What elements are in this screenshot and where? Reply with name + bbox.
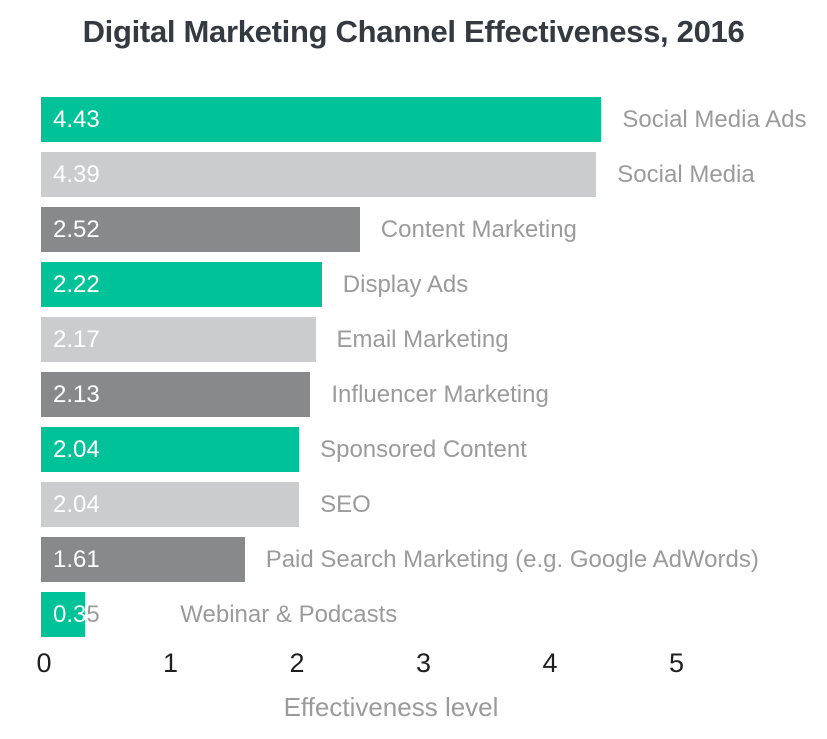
bar-category-label: Email Marketing bbox=[336, 325, 509, 353]
x-tick: 5 bbox=[668, 648, 685, 678]
bar-row: 2.52 Content Marketing bbox=[41, 207, 827, 252]
bar-value-label: 2.13 bbox=[53, 380, 100, 408]
bar-value-label: 4.39 bbox=[53, 160, 100, 188]
bar-value-label: 1.61 bbox=[53, 545, 100, 573]
bar bbox=[41, 152, 597, 197]
bar-value-label: 2.52 bbox=[53, 215, 100, 243]
bar-row: 1.61 Paid Search Marketing (e.g. Google A… bbox=[41, 537, 827, 582]
bar-row: 2.13 Influencer Marketing bbox=[41, 372, 827, 417]
bar bbox=[41, 262, 322, 307]
bar-value-label: 2.22 bbox=[53, 270, 100, 298]
x-tick: 2 bbox=[289, 648, 305, 678]
x-tick: 3 bbox=[415, 648, 432, 678]
bar-row: 2.22 Display Ads bbox=[41, 262, 827, 307]
bars-area: 4.43 Social Media Ads 4.39 Social Media 2.52… bbox=[41, 97, 827, 647]
x-axis: 0 1 2 3 4 5 bbox=[36, 648, 827, 678]
bar-row: 2.17 Email Marketing bbox=[41, 317, 827, 362]
x-tick: 4 bbox=[542, 648, 558, 678]
bar bbox=[41, 427, 300, 472]
bar bbox=[41, 482, 300, 527]
bar-value-label: 4.43 bbox=[53, 105, 100, 133]
bar-value-label: 2.04 bbox=[53, 490, 100, 518]
bar-value-label: 2.17 bbox=[53, 325, 100, 353]
bar-category-label: Content Marketing bbox=[380, 215, 577, 243]
bar-category-label: Display Ads bbox=[342, 270, 469, 298]
bar bbox=[41, 592, 86, 637]
bar-category-label: SEO bbox=[320, 490, 371, 518]
bar-category-label: Sponsored Content bbox=[320, 435, 527, 463]
bar bbox=[41, 97, 602, 142]
bar-value-label: 0.35 bbox=[53, 600, 100, 628]
bar-category-label: Paid Search Marketing (e.g. Google AdWor… bbox=[265, 545, 759, 573]
bar-category-label: Social Media Ads bbox=[622, 105, 807, 133]
x-tick: 1 bbox=[162, 648, 179, 678]
bar-row: 2.04 Sponsored Content bbox=[41, 427, 827, 472]
x-tick: 0 bbox=[36, 648, 52, 678]
bar bbox=[41, 537, 245, 582]
bar-row: 4.43 Social Media Ads bbox=[41, 97, 827, 142]
chart-title: Digital Marketing Channel Effectiveness,… bbox=[82, 14, 745, 49]
bar bbox=[41, 207, 360, 252]
bar-category-label: Social Media bbox=[617, 160, 755, 188]
bar bbox=[41, 317, 316, 362]
bar-category-label: Webinar & Podcasts bbox=[180, 600, 398, 628]
bar-row: 0.35 Webinar & Podcasts bbox=[41, 592, 827, 637]
x-axis-title: Effectiveness level bbox=[283, 692, 499, 722]
bar-row: 2.04 SEO bbox=[41, 482, 827, 527]
bar-category-label: Influencer Marketing bbox=[331, 380, 549, 408]
bar bbox=[41, 372, 311, 417]
bar-value-label: 2.04 bbox=[53, 435, 100, 463]
bar-row: 4.39 Social Media bbox=[41, 152, 827, 197]
